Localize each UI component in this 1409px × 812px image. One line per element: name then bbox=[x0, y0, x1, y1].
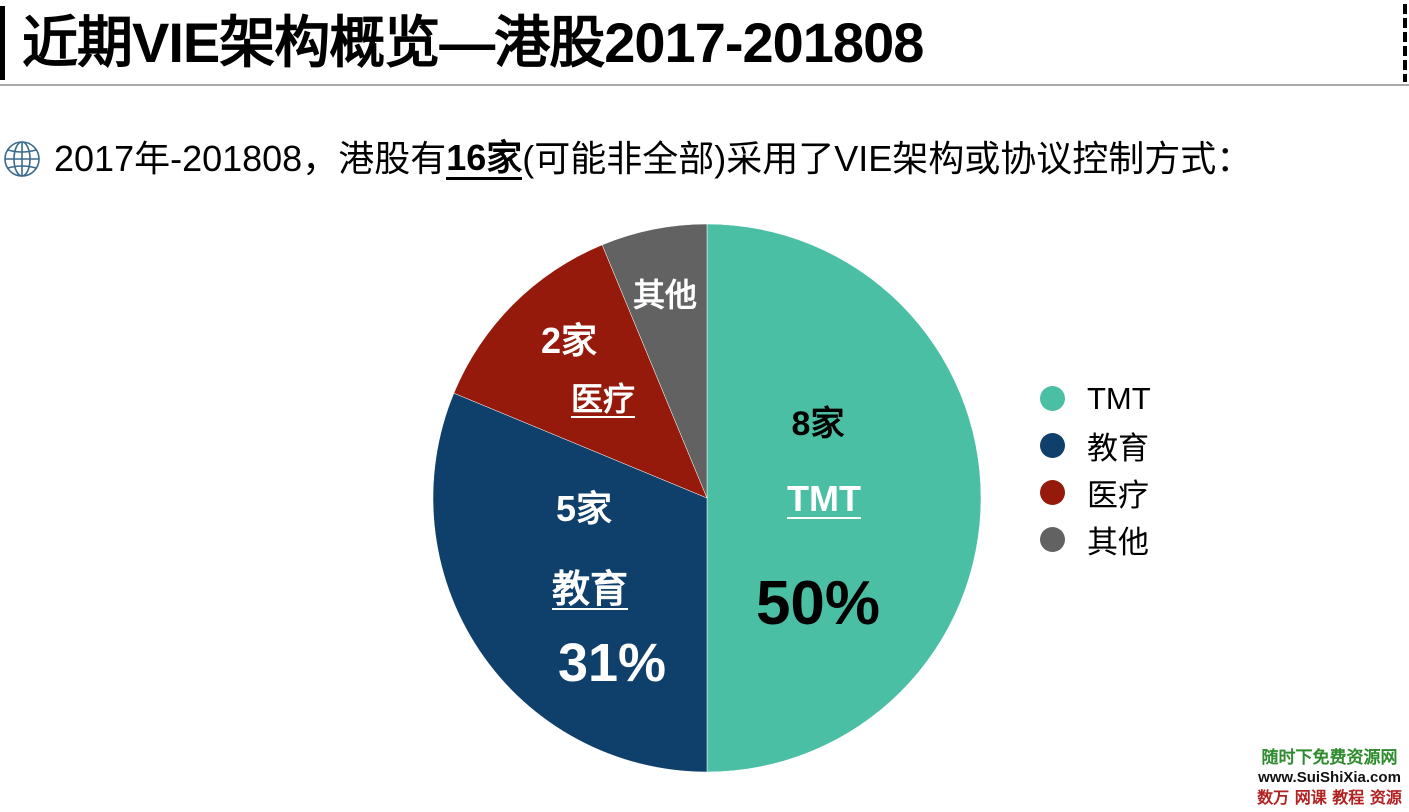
title-edge-mark bbox=[1403, 4, 1407, 82]
legend-item-tmt: TMT bbox=[1040, 375, 1151, 422]
pie-slice-1 bbox=[432, 392, 708, 773]
title-bar: 近期VIE架构概览—港股2017-201808 bbox=[0, 0, 1409, 86]
pie-slice-2 bbox=[453, 244, 708, 499]
slice-label-tmt-count: 8家 bbox=[791, 405, 845, 443]
watermark-url: www.SuiShiXia.com bbox=[1258, 769, 1401, 786]
slice-label-tmt-pct: 50% bbox=[755, 569, 881, 638]
legend-swatch-icon bbox=[1040, 433, 1065, 458]
pie-slice-3 bbox=[601, 223, 708, 499]
legend-label: 其他 bbox=[1087, 525, 1149, 560]
legend-swatch-icon bbox=[1040, 480, 1065, 505]
chart-legend: TMT 教育 医疗 其他 bbox=[1040, 375, 1151, 563]
slice-label-med-name: 医疗 bbox=[570, 381, 636, 417]
slice-label-edu-name: 教育 bbox=[551, 569, 629, 611]
slice-label-edu-count: 5家 bbox=[555, 488, 613, 529]
slice-label-med-count: 2家 bbox=[540, 320, 598, 361]
legend-label: 教育 bbox=[1087, 431, 1149, 466]
legend-label: TMT bbox=[1087, 380, 1151, 416]
legend-item-medical: 医疗 bbox=[1040, 469, 1151, 516]
legend-swatch-icon bbox=[1040, 527, 1065, 552]
summary-suffix: (可能非全部)采用了VIE架构或协议控制方式： bbox=[522, 138, 1253, 179]
summary-line: 2017年-201808，港股有 16家 (可能非全部)采用了VIE架构或协议控… bbox=[2, 136, 1252, 182]
legend-label: 医疗 bbox=[1087, 478, 1149, 513]
slice-label-other-name: 其他 bbox=[632, 277, 698, 313]
legend-swatch-icon bbox=[1040, 386, 1065, 411]
title-accent-bar bbox=[0, 6, 5, 80]
watermark: 随时下免费资源网 www.SuiShiXia.com 数万 网课 教程 资源 bbox=[1250, 748, 1409, 808]
slice-label-edu-pct: 31% bbox=[557, 633, 667, 693]
globe-icon bbox=[4, 141, 40, 177]
legend-item-education: 教育 bbox=[1040, 422, 1151, 469]
legend-item-other: 其他 bbox=[1040, 516, 1151, 563]
watermark-line1: 随时下免费资源网 bbox=[1261, 748, 1398, 767]
slice-label-tmt-name: TMT bbox=[787, 478, 861, 519]
summary-count: 16家 bbox=[446, 136, 523, 180]
watermark-line3: 数万 网课 教程 资源 bbox=[1257, 788, 1402, 807]
page-title: 近期VIE架构概览—港股2017-201808 bbox=[22, 11, 924, 74]
pie-slice-0 bbox=[706, 223, 982, 773]
summary-prefix: 2017年-201808，港股有 bbox=[54, 138, 447, 179]
